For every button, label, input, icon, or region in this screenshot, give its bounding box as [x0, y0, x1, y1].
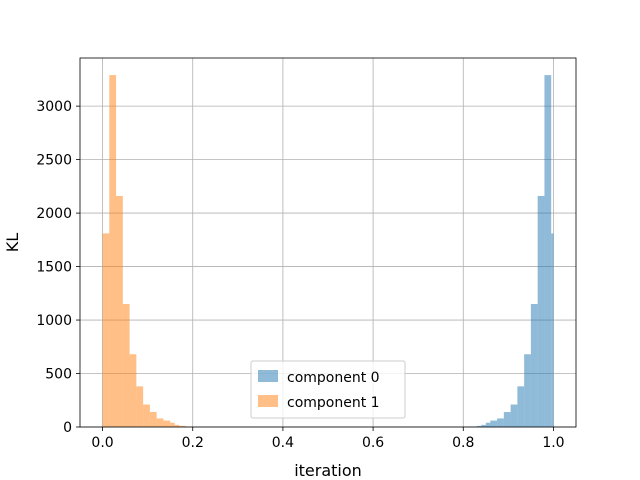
y-tick-label: 0 [63, 420, 72, 436]
y-tick-label: 2000 [36, 206, 72, 222]
histogram-bar-component-1 [129, 354, 137, 427]
histogram-bar-component-1 [179, 425, 186, 427]
histogram-bar-component-0 [530, 304, 538, 427]
x-axis-label: iteration [294, 461, 362, 480]
histogram-bar-component-0 [490, 420, 498, 427]
histogram-bar-component-0 [497, 418, 504, 427]
histogram-bar-component-1 [174, 424, 180, 427]
histogram-bar-component-0 [544, 75, 552, 428]
x-tick-label: 1.0 [542, 435, 564, 451]
histogram-bar-component-1 [109, 75, 117, 428]
y-tick-label: 3000 [36, 99, 72, 115]
histogram-bar-component-0 [476, 425, 482, 427]
histogram-bar-component-1 [116, 195, 123, 427]
axis-ticks: 0.0 0.2 0.4 0.6 0.8 1.0 0 500 1000 1500 2000 2500 30… [36, 99, 564, 451]
histogram-bar-component-0 [537, 195, 545, 427]
histogram-bar-component-0 [517, 386, 525, 427]
histogram-bar-component-0 [481, 424, 486, 427]
y-axis-label: KL [3, 233, 22, 252]
histogram-bar-component-1 [156, 418, 164, 427]
y-tick-label: 1500 [36, 260, 72, 276]
legend: component 0 component 1 [250, 360, 406, 419]
histogram-bar-component-1 [170, 422, 175, 427]
histogram-bar-component-0 [551, 233, 554, 427]
histogram-bar-component-1 [163, 420, 171, 427]
plot-area-frame [79, 57, 577, 428]
histogram-bar-component-0 [503, 412, 511, 427]
histogram-bar-component-0 [485, 422, 491, 427]
y-tick-label: 2500 [36, 153, 72, 169]
histogram-bar-component-1 [149, 412, 157, 427]
y-tick-label: 1000 [36, 313, 72, 329]
histogram-bars [102, 75, 554, 428]
x-tick-label: 0.2 [182, 435, 204, 451]
x-tick-label: 0.8 [452, 435, 474, 451]
legend-swatch-component-0 [258, 370, 278, 382]
y-tick-label: 500 [45, 367, 72, 383]
histogram-bar-component-1 [136, 386, 144, 427]
legend-box [250, 360, 406, 419]
histogram-bar-component-1 [102, 233, 110, 427]
x-tick-label: 0.4 [272, 435, 294, 451]
histogram-bar-component-1 [143, 404, 150, 427]
legend-label-component-1: component 1 [287, 395, 380, 411]
x-tick-label: 0.6 [362, 435, 384, 451]
histogram-bar-component-1 [122, 304, 130, 427]
legend-swatch-component-1 [258, 395, 278, 407]
histogram-bar-component-0 [524, 354, 531, 427]
x-tick-label: 0.0 [91, 435, 113, 451]
legend-label-component-0: component 0 [287, 370, 380, 386]
histogram-bar-component-0 [510, 404, 518, 427]
